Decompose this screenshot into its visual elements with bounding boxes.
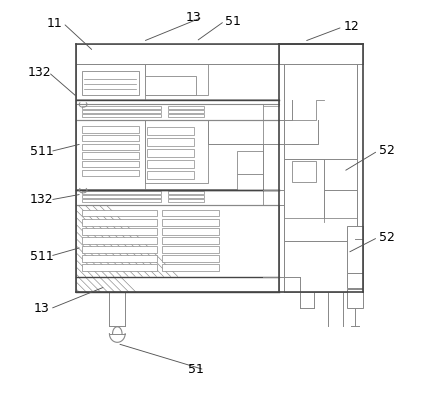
Bar — [284, 64, 357, 159]
Bar — [208, 120, 263, 144]
Text: 13: 13 — [34, 303, 49, 315]
Text: 51: 51 — [188, 364, 204, 376]
Bar — [162, 246, 219, 253]
Bar — [147, 171, 194, 179]
Bar — [82, 210, 157, 217]
Bar — [82, 144, 139, 150]
Bar — [147, 127, 194, 135]
Bar — [168, 110, 204, 113]
Bar — [347, 226, 363, 273]
Bar — [168, 114, 204, 117]
Bar — [82, 265, 157, 271]
Bar — [82, 237, 157, 244]
Bar — [162, 228, 219, 234]
Text: 11: 11 — [47, 17, 62, 30]
Bar — [147, 138, 194, 146]
Bar — [82, 246, 157, 253]
Bar — [82, 110, 160, 113]
Bar — [237, 151, 263, 174]
Bar — [324, 190, 357, 222]
Bar — [82, 126, 139, 133]
Bar — [147, 160, 194, 168]
Bar — [284, 159, 324, 222]
Bar — [168, 191, 204, 194]
Bar — [284, 241, 357, 292]
Bar — [76, 120, 145, 190]
Text: 51: 51 — [225, 15, 241, 28]
Text: 132: 132 — [28, 66, 52, 79]
Bar — [168, 199, 204, 202]
Bar — [284, 218, 357, 241]
Text: 52: 52 — [379, 231, 395, 244]
Bar — [82, 107, 160, 109]
Bar — [82, 228, 157, 234]
Bar — [82, 114, 160, 117]
Text: 13: 13 — [186, 11, 202, 24]
Bar — [82, 219, 157, 226]
Bar — [82, 170, 139, 176]
Bar — [145, 120, 208, 183]
Bar — [347, 273, 363, 288]
Bar — [76, 205, 279, 277]
Bar — [82, 152, 139, 159]
Bar — [162, 210, 219, 217]
Text: 12: 12 — [343, 21, 359, 33]
Text: 52: 52 — [379, 144, 395, 157]
Bar — [168, 107, 204, 109]
Bar — [279, 44, 363, 64]
Bar — [162, 219, 219, 226]
Bar — [76, 44, 279, 64]
Bar — [82, 161, 139, 168]
Text: 511: 511 — [30, 145, 53, 158]
Bar — [76, 277, 279, 292]
Bar — [147, 149, 194, 157]
Bar — [76, 64, 145, 100]
Bar — [292, 161, 316, 182]
Bar — [82, 191, 160, 194]
Bar — [82, 71, 139, 95]
Bar — [162, 255, 219, 262]
Bar — [347, 289, 363, 308]
Text: 132: 132 — [30, 194, 53, 206]
Bar — [76, 99, 279, 106]
Bar — [162, 237, 219, 244]
Bar — [76, 189, 263, 205]
Bar — [162, 265, 219, 271]
Bar — [145, 64, 208, 95]
Bar — [82, 135, 139, 141]
Bar — [237, 174, 263, 190]
Bar — [82, 199, 160, 202]
Bar — [168, 195, 204, 198]
Bar — [82, 195, 160, 198]
Bar — [145, 76, 196, 95]
Bar — [82, 255, 157, 262]
Bar — [76, 105, 263, 120]
Text: 511: 511 — [30, 250, 53, 263]
